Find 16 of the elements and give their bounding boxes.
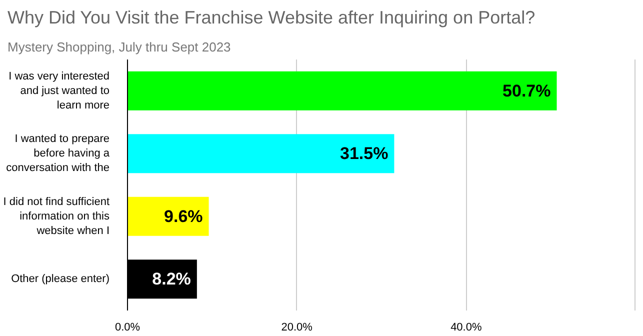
bar [128, 134, 394, 174]
x-tick-label: 40.0% [450, 322, 482, 334]
chart-title: Why Did You Visit the Franchise Website after Inquiring on Portal? [8, 8, 536, 28]
data-label: 9.6% [164, 206, 203, 226]
data-label: 8.2% [152, 270, 191, 289]
chart-subtitle: Mystery Shopping, July thru Sept 2023 [8, 40, 231, 54]
y-tick-label: I wanted to prepare before having a conversation with the [6, 133, 110, 174]
data-label: 50.7% [502, 81, 551, 100]
data-label: 31.5% [340, 144, 388, 164]
bar [128, 196, 209, 236]
bar [128, 71, 557, 110]
y-tick-label: I did not find sufficient information on this website when I [3, 196, 110, 237]
y-tick-label: Other (please enter) [11, 273, 110, 286]
y-tick-label: I was very interested and just wanted to learn more [8, 70, 110, 112]
x-tick-label: 20.0% [281, 322, 313, 334]
x-tick-label: 0.0% [114, 322, 140, 334]
